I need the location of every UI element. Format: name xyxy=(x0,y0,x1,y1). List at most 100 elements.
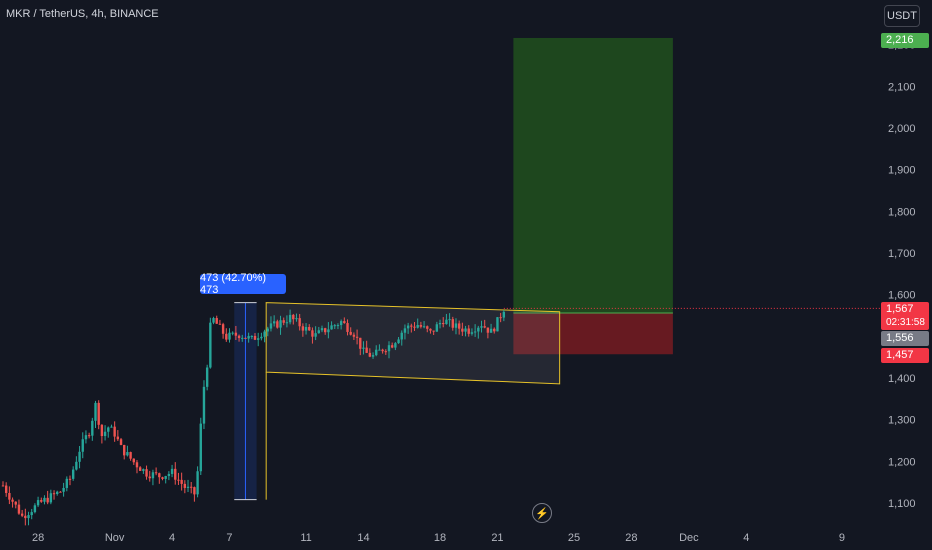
candle-body xyxy=(190,486,193,488)
candle-body xyxy=(241,337,244,339)
candle-body xyxy=(473,331,477,333)
candle-body xyxy=(387,345,391,352)
candle-body xyxy=(266,328,269,332)
candle-body xyxy=(65,478,68,488)
candle-body xyxy=(343,321,346,324)
candle-body xyxy=(135,462,139,468)
candle-body xyxy=(113,426,116,437)
lightning-icon[interactable]: ⚡ xyxy=(532,503,552,523)
candle-body xyxy=(205,367,209,387)
candle-body xyxy=(394,343,397,348)
candle-body xyxy=(17,504,21,514)
x-tick-label: 4 xyxy=(743,532,749,544)
y-tick-label: 1,100 xyxy=(888,498,916,510)
candle-body xyxy=(94,402,97,421)
y-tick-label: 1,200 xyxy=(888,456,916,468)
candle-body xyxy=(327,329,330,333)
candle-body xyxy=(129,452,132,459)
price-tag-entry: 1,556 xyxy=(881,331,929,346)
candle-body xyxy=(397,339,400,344)
candle-body xyxy=(20,513,24,516)
candle-body xyxy=(49,493,53,503)
candle-body xyxy=(308,327,311,331)
candle-body xyxy=(215,318,218,324)
candle-body xyxy=(180,479,183,484)
candle-body xyxy=(260,336,263,339)
candle-body xyxy=(403,328,407,333)
x-tick-label: 28 xyxy=(625,532,637,544)
candle-body xyxy=(285,322,289,324)
symbol-title[interactable]: MKR / TetherUS, 4h, BINANCE xyxy=(6,8,159,20)
candle-body xyxy=(8,492,11,500)
y-tick-label: 1,600 xyxy=(888,290,916,302)
candle-body xyxy=(352,334,356,337)
candle-body xyxy=(52,493,56,495)
candle-body xyxy=(470,332,474,334)
candle-body xyxy=(221,324,225,334)
candle-body xyxy=(231,332,234,334)
price-tag-countdown: 02:31:58 xyxy=(881,315,929,330)
candle-body xyxy=(432,330,435,332)
candle-body xyxy=(317,330,321,334)
candle-body xyxy=(107,427,110,432)
candle-body xyxy=(164,476,167,479)
candle-body xyxy=(158,473,161,478)
candle-body xyxy=(448,319,451,321)
candle-body xyxy=(349,331,352,335)
candle-body xyxy=(390,345,394,348)
candle-body xyxy=(429,328,432,331)
candle-body xyxy=(87,435,91,437)
candle-body xyxy=(493,328,496,332)
candle-body xyxy=(320,328,324,331)
candle-body xyxy=(323,328,327,333)
candle-body xyxy=(263,331,266,337)
x-tick-label: 4 xyxy=(169,532,175,544)
y-tick-label: 1,300 xyxy=(888,415,916,427)
candle-body xyxy=(304,327,308,331)
candle-body xyxy=(419,325,423,327)
x-tick-label: Nov xyxy=(105,532,125,544)
candle-body xyxy=(27,515,30,519)
candle-body xyxy=(170,468,174,474)
candle-body xyxy=(151,472,155,479)
candle-body xyxy=(426,326,429,329)
candle-body xyxy=(442,323,445,325)
candle-body xyxy=(186,486,190,488)
candle-body xyxy=(346,323,349,332)
candle-body xyxy=(40,500,43,502)
candle-body xyxy=(126,452,129,456)
x-tick-label: 21 xyxy=(491,532,503,544)
candle-body xyxy=(451,319,454,328)
candle-body xyxy=(247,336,250,339)
candle-body xyxy=(228,332,231,340)
candle-body xyxy=(116,436,120,440)
candle-body xyxy=(301,326,305,331)
candle-body xyxy=(461,328,464,332)
price-tag-stop: 1,457 xyxy=(881,348,929,363)
candle-body xyxy=(244,337,247,339)
candle-body xyxy=(464,328,467,332)
currency-button[interactable]: USDT xyxy=(884,5,920,27)
price-tag-current: 1,567 xyxy=(881,302,929,317)
candle-body xyxy=(36,500,40,506)
candle-body xyxy=(438,323,442,325)
candle-body xyxy=(454,323,458,328)
candle-body xyxy=(253,335,257,340)
candle-body xyxy=(298,318,301,327)
candle-body xyxy=(78,451,81,462)
stop-zone xyxy=(513,312,673,355)
candle-body xyxy=(457,323,461,329)
candle-body xyxy=(237,335,241,339)
candle-body xyxy=(174,468,177,480)
candle-body xyxy=(384,351,387,353)
candle-body xyxy=(4,485,8,493)
candle-body xyxy=(59,491,62,493)
candle-body xyxy=(467,328,470,334)
candle-body xyxy=(480,326,483,328)
candle-body xyxy=(365,347,368,353)
candle-body xyxy=(359,337,362,349)
y-tick-label: 1,900 xyxy=(888,165,916,177)
candle-body xyxy=(103,431,107,437)
candle-body xyxy=(269,323,273,329)
